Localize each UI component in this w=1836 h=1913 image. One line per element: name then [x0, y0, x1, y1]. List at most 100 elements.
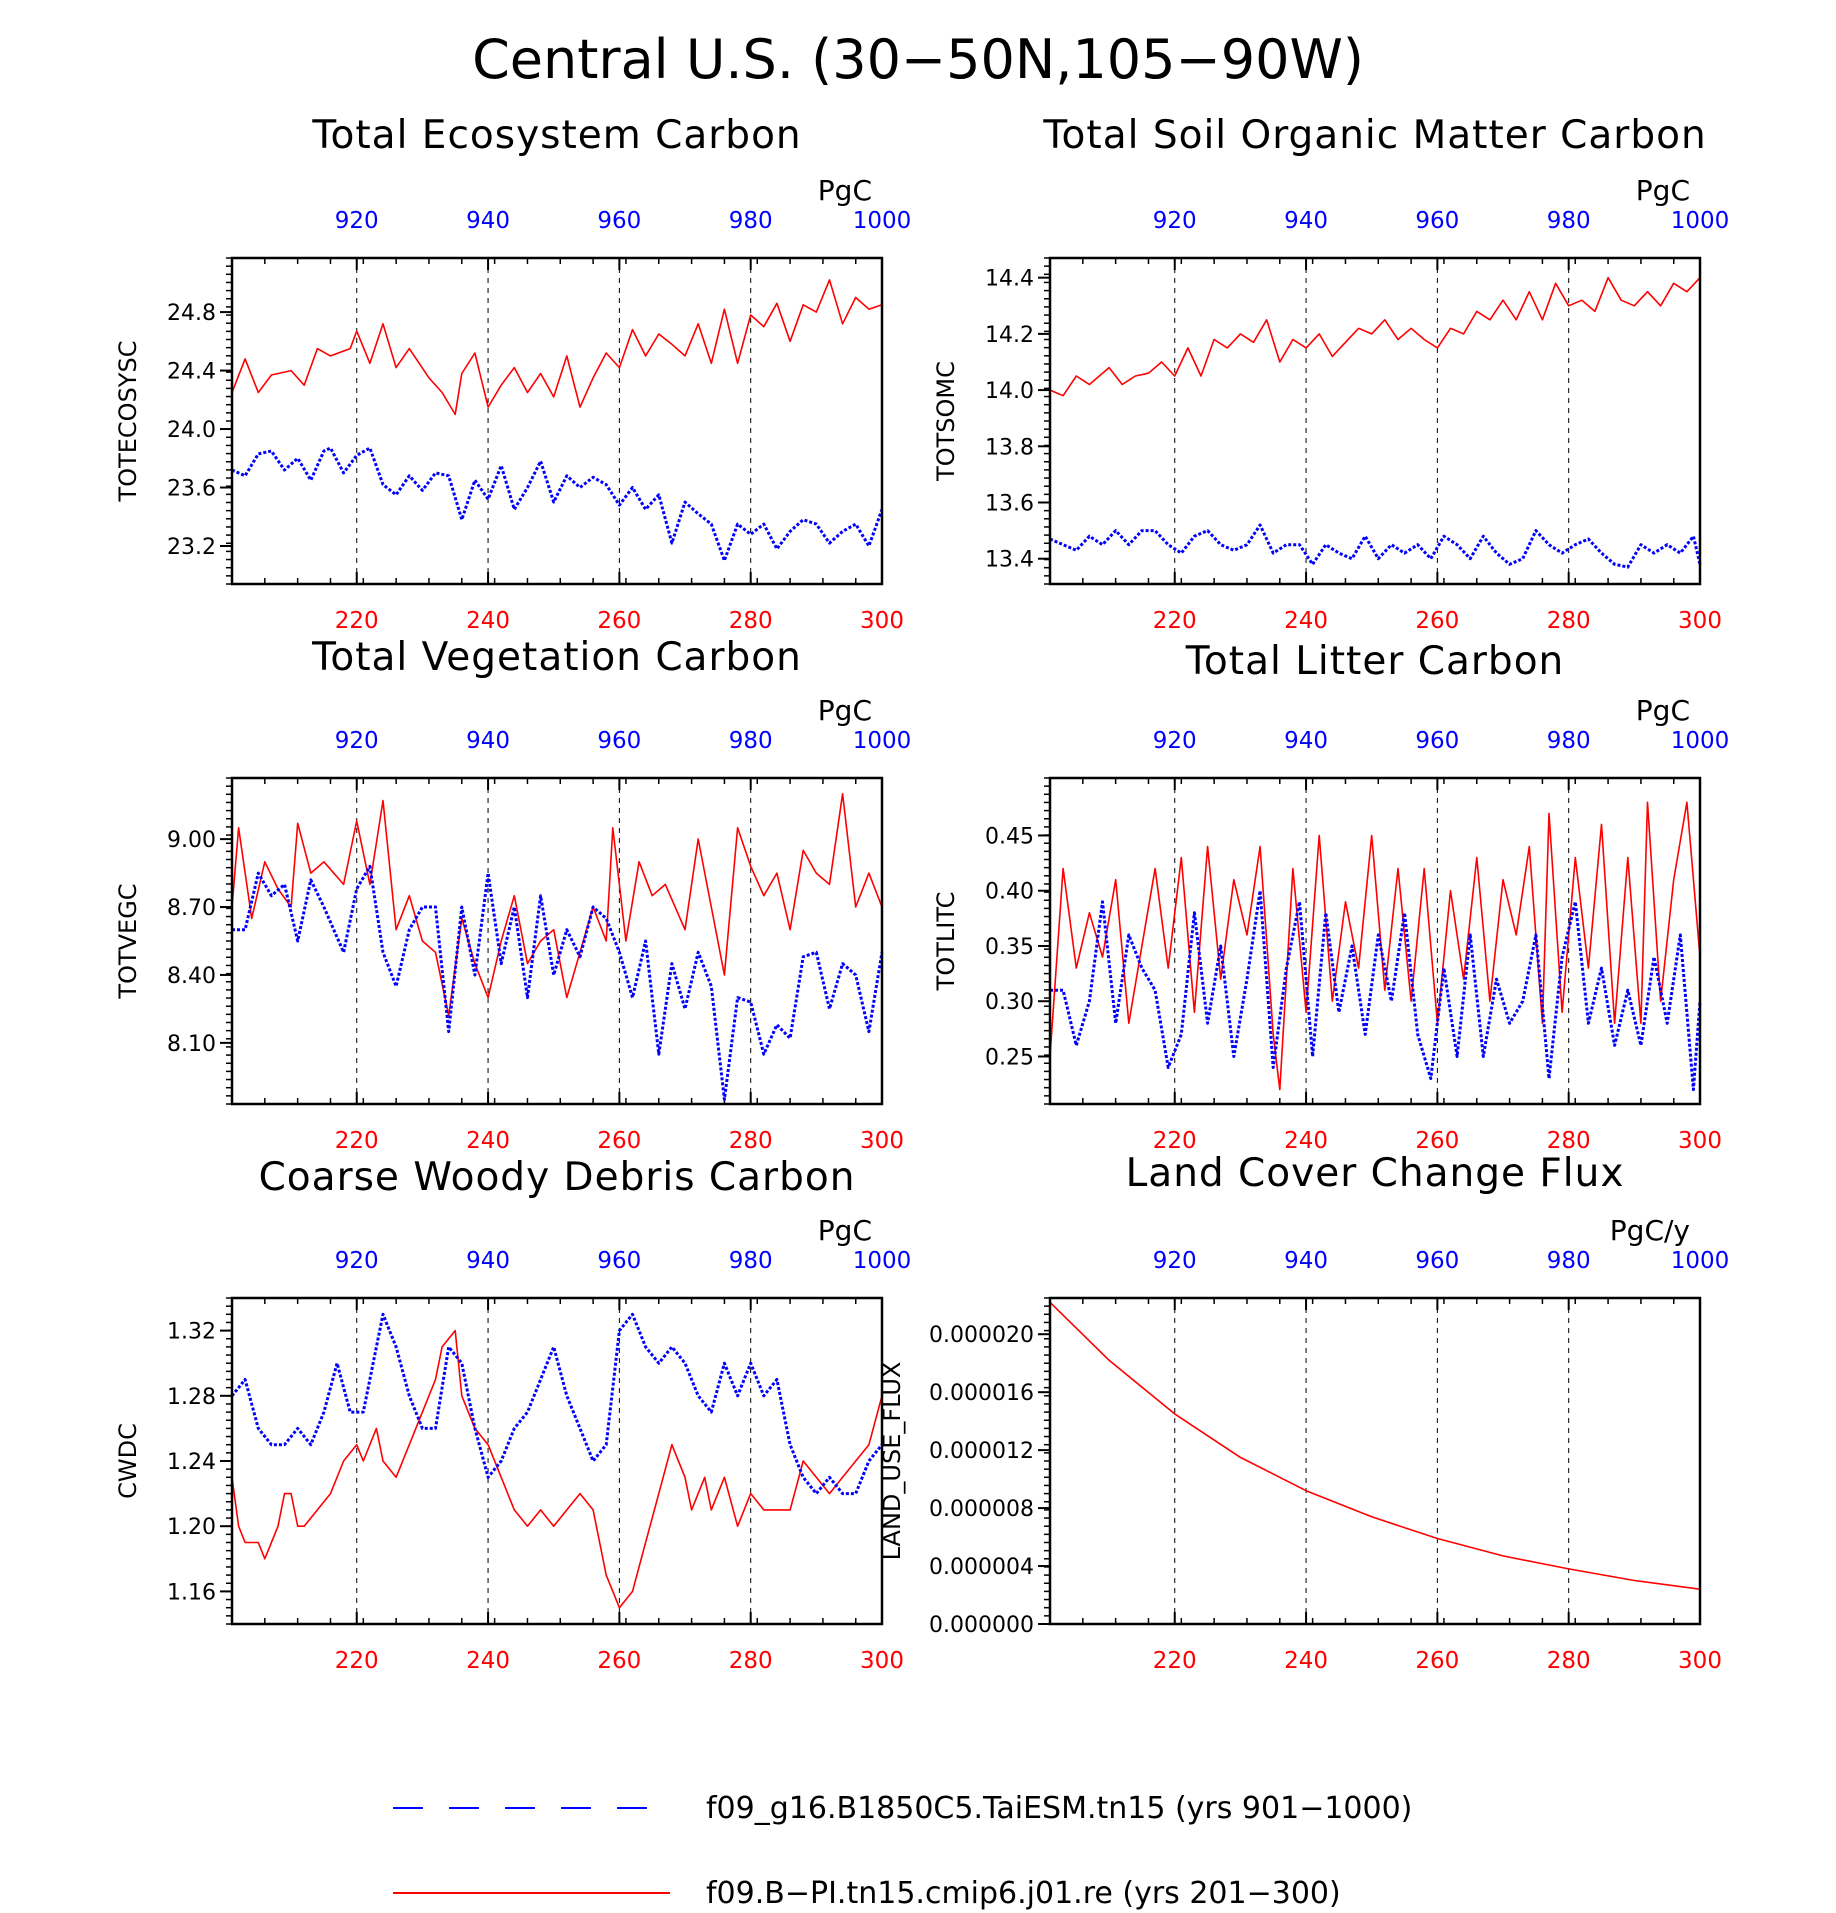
- x-bottom-tick-label: 300: [1678, 1128, 1722, 1154]
- series-line-blue: [231, 446, 884, 563]
- y-tick-label: 14.0: [985, 379, 1034, 404]
- x-bottom-tick-label: 300: [1678, 1648, 1722, 1674]
- y-tick-label: 13.8: [985, 435, 1034, 460]
- series-line-red: [1049, 276, 1701, 397]
- y-tick-label: 0.45: [985, 824, 1034, 849]
- panel-5: Coarse Woody Debris Carbon 1.16 1.20 1.24 1.…: [114, 1155, 911, 1674]
- y-tick-label: 0.000008: [929, 1497, 1034, 1522]
- x-top-tick-label: 940: [1284, 1248, 1328, 1274]
- figure-title: Central U.S. (30−50N,105−90W): [472, 28, 1364, 91]
- plot-frame: [1048, 776, 1702, 1106]
- x-top-tick-label: 920: [335, 1248, 379, 1274]
- y-tick-label: 24.0: [167, 418, 216, 443]
- x-top-tick-label: 980: [1547, 208, 1591, 234]
- x-top-tick-label: 1000: [853, 728, 912, 754]
- y-tick-label: 13.4: [985, 548, 1034, 573]
- x-top-tick-label: 1000: [853, 208, 912, 234]
- unit-label: PgC/y: [1610, 1214, 1690, 1247]
- series-line-red: [1049, 801, 1701, 1091]
- x-top-tick-label: 960: [1415, 728, 1459, 754]
- x-top-tick-label: 960: [1415, 1248, 1459, 1274]
- x-bottom-tick-label: 300: [860, 608, 904, 634]
- panel-6: Land Cover Change Flux 0.000000 0.000004 0.…: [878, 1151, 1729, 1674]
- x-top-tick-label: 1000: [1671, 728, 1730, 754]
- y-tick-label: 1.24: [167, 1450, 216, 1475]
- x-top-tick-label: 940: [1284, 728, 1328, 754]
- x-bottom-tick-label: 260: [597, 1128, 641, 1154]
- panel-title: Total Litter Carbon: [1185, 639, 1565, 684]
- series-line-red: [231, 793, 883, 1017]
- x-top-tick-label: 920: [1153, 208, 1197, 234]
- y-axis-label: LAND_USE_FLUX: [878, 1362, 906, 1561]
- plot-frame: [230, 1296, 884, 1626]
- unit-label: PgC: [818, 1214, 872, 1247]
- y-axis-label: CWDC: [114, 1423, 142, 1499]
- x-bottom-tick-label: 280: [1547, 1128, 1591, 1154]
- y-axis-label: TOTLITC: [932, 892, 960, 992]
- x-top-tick-label: 980: [1547, 1248, 1591, 1274]
- y-tick-label: 0.000000: [929, 1613, 1034, 1638]
- x-top-tick-label: 980: [729, 208, 773, 234]
- legend-label-red: f09.B−PI.tn15.cmip6.j01.re (yrs 201−300): [706, 1876, 1341, 1911]
- y-tick-label: 24.8: [167, 301, 216, 326]
- panel-title: Total Ecosystem Carbon: [311, 113, 801, 158]
- unit-label: PgC: [1636, 694, 1690, 727]
- x-bottom-tick-label: 300: [1678, 608, 1722, 634]
- y-tick-label: 1.28: [167, 1385, 216, 1410]
- y-tick-label: 23.6: [167, 477, 216, 502]
- x-bottom-tick-label: 240: [1284, 1648, 1328, 1674]
- plot-frame: [1048, 1296, 1702, 1626]
- panel-4: Total Litter Carbon 0.25 0.30 0.35 0.40 0.45 2…: [932, 639, 1729, 1154]
- y-tick-label: 9.00: [167, 828, 216, 853]
- panel-title: Land Cover Change Flux: [1126, 1151, 1625, 1196]
- x-top-tick-label: 940: [1284, 208, 1328, 234]
- x-bottom-tick-label: 280: [1547, 608, 1591, 634]
- unit-label: PgC: [818, 694, 872, 727]
- y-tick-label: 0.25: [985, 1045, 1034, 1070]
- y-axis-label: TOTECOSYSC: [114, 341, 142, 503]
- legend-label-blue: f09_g16.B1850C5.TaiESM.tn15 (yrs 901−100…: [706, 1791, 1412, 1826]
- x-bottom-tick-label: 240: [466, 1128, 510, 1154]
- y-tick-label: 8.70: [167, 896, 216, 921]
- x-bottom-tick-label: 220: [335, 1648, 379, 1674]
- x-top-tick-label: 920: [335, 208, 379, 234]
- x-top-tick-label: 980: [1547, 728, 1591, 754]
- series-line-red: [1049, 1301, 1701, 1590]
- panel-3: Total Vegetation Carbon 8.10 8.40 8.70 9.00 2…: [114, 635, 911, 1154]
- x-top-tick-label: 940: [466, 1248, 510, 1274]
- x-bottom-tick-label: 260: [1415, 1648, 1459, 1674]
- x-bottom-tick-label: 240: [466, 1648, 510, 1674]
- y-tick-label: 0.000004: [929, 1555, 1034, 1580]
- x-bottom-tick-label: 260: [597, 1648, 641, 1674]
- y-tick-label: 8.10: [167, 1032, 216, 1057]
- panel-title: Coarse Woody Debris Carbon: [259, 1155, 856, 1200]
- x-top-tick-label: 940: [466, 208, 510, 234]
- x-top-tick-label: 1000: [1671, 208, 1730, 234]
- x-top-tick-label: 1000: [1671, 1248, 1730, 1274]
- x-bottom-tick-label: 260: [597, 608, 641, 634]
- series-line-blue: [230, 1312, 884, 1496]
- x-bottom-tick-label: 260: [1415, 1128, 1459, 1154]
- y-tick-label: 0.35: [985, 935, 1034, 960]
- x-bottom-tick-label: 300: [860, 1648, 904, 1674]
- y-tick-label: 8.40: [167, 964, 216, 989]
- y-axis-label: TOTVEGC: [114, 883, 142, 999]
- x-top-tick-label: 920: [1153, 1248, 1197, 1274]
- panel-1: Total Ecosystem Carbon 23.2 23.6 24.0 24.4 24…: [114, 113, 911, 634]
- series-line-red: [231, 1329, 883, 1609]
- x-bottom-tick-label: 280: [729, 1128, 773, 1154]
- y-tick-label: 0.30: [985, 990, 1034, 1015]
- x-bottom-tick-label: 300: [860, 1128, 904, 1154]
- x-bottom-tick-label: 260: [1415, 608, 1459, 634]
- series-line-blue: [1049, 523, 1702, 569]
- x-top-tick-label: 960: [1415, 208, 1459, 234]
- x-bottom-tick-label: 220: [1153, 1128, 1197, 1154]
- x-bottom-tick-label: 280: [1547, 1648, 1591, 1674]
- y-tick-label: 24.4: [167, 360, 216, 385]
- panel-2: Total Soil Organic Matter Carbon 13.4 13.6…: [932, 113, 1729, 634]
- panel-title: Total Soil Organic Matter Carbon: [1042, 113, 1706, 158]
- x-top-tick-label: 960: [597, 1248, 641, 1274]
- y-axis-label: TOTSOMC: [932, 361, 960, 482]
- x-top-tick-label: 960: [597, 728, 641, 754]
